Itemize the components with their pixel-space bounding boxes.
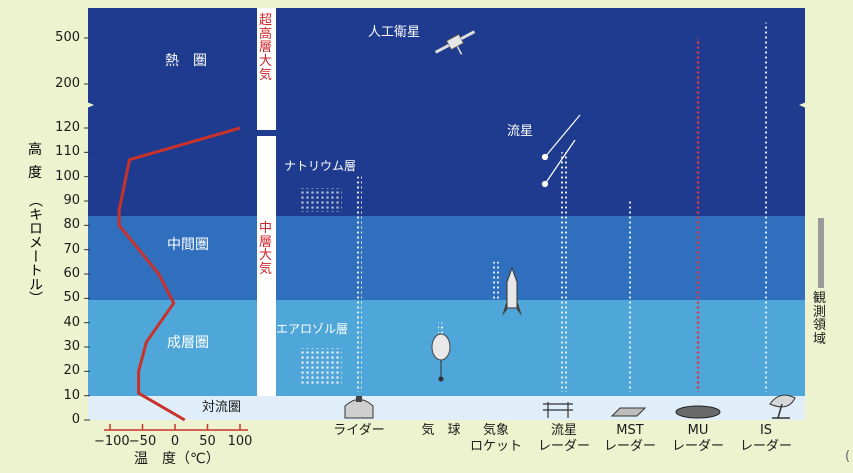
sodium-layer-label: ナトリウム層 [284, 159, 357, 173]
instrument-label: ライダー [333, 423, 385, 438]
is-radar-dish-icon [769, 394, 796, 419]
rocket-icon [502, 266, 522, 316]
aerosol-layer-label: エアロゾル層 [276, 322, 349, 336]
y-tick-label: 20 [63, 363, 80, 379]
y-tick-label: 30 [63, 339, 80, 354]
y-tick-label: 80 [63, 217, 80, 233]
x-tick-label: 100 [227, 434, 253, 449]
y-tick-label: 500 [55, 30, 80, 45]
y-tick-label: 110 [55, 144, 80, 160]
axis-break-left [82, 100, 94, 110]
upper-atmosphere-label: 超高層大気 [259, 13, 273, 83]
x-axis-ticks [109, 424, 241, 430]
instrument-column [627, 201, 633, 392]
y-tick-label: 40 [63, 314, 80, 330]
instrument-column [493, 261, 499, 300]
y-tick-label: 90 [63, 193, 80, 208]
y-tick-label: 60 [63, 266, 80, 281]
y-tick-label: 0 [71, 412, 80, 427]
thermosphere-label: 熱 圏 [165, 53, 207, 69]
observation-range-bar [818, 218, 824, 288]
y-axis-unit: （キロメートル） [27, 193, 43, 305]
mst-radar-icon [610, 407, 647, 417]
instrument-column [763, 22, 769, 393]
y-tick-label: 200 [55, 76, 80, 91]
column-gap [257, 130, 276, 136]
x-tick-label: −50 [128, 434, 157, 449]
middle-atmosphere-label: 中層大気 [259, 221, 273, 277]
temperature-curve [117, 126, 241, 422]
mesosphere-band [88, 216, 805, 300]
instrument-label: 気 球 [421, 423, 461, 438]
instrument-label: IS レーダー [739, 423, 792, 454]
aerosol-layer-dots [300, 348, 342, 386]
balloon-icon [431, 333, 451, 382]
mu-radar-icon [675, 405, 721, 419]
y-axis-ticks [84, 37, 90, 421]
instrument-label: MST レーダー [603, 423, 656, 454]
observation-range-label: 観測領域 [813, 291, 827, 347]
thermosphere-band [88, 8, 805, 216]
meteor-label: 流星 [507, 124, 534, 139]
stratosphere-label: 成層圏 [167, 335, 209, 351]
page-marker: ( [845, 449, 851, 464]
instrument-label: 流星 レーダー [537, 423, 590, 454]
x-tick-label: 50 [199, 434, 216, 449]
atmosphere-column [257, 8, 276, 396]
lidar-icon [344, 396, 374, 419]
instrument-column [695, 38, 701, 392]
mesosphere-label: 中間圏 [167, 237, 209, 253]
sodium-layer-dots [300, 188, 342, 212]
satellite-icon [434, 30, 476, 55]
instrument-label: MU レーダー [671, 423, 724, 454]
satellite-label: 人工衛星 [368, 25, 421, 40]
axis-break-right [799, 100, 811, 110]
x-axis-title: 温 度（℃） [134, 451, 220, 467]
meteor-radar-antenna-icon [543, 402, 573, 418]
y-tick-label: 70 [63, 241, 80, 257]
y-tick-label: 100 [55, 168, 80, 184]
x-tick-label: −100 [94, 434, 130, 449]
y-axis-title: 高 度 [28, 142, 42, 181]
y-tick-label: 10 [63, 387, 80, 403]
instrument-column [356, 176, 362, 392]
y-tick-label: 50 [63, 290, 80, 306]
troposphere-label: 対流圏 [202, 400, 242, 415]
instrument-column [561, 152, 567, 392]
instrument-label: 気象 ロケット [469, 423, 522, 454]
x-tick-label: 0 [170, 434, 180, 449]
meteor-icon [541, 114, 581, 188]
y-tick-label: 120 [55, 120, 80, 135]
